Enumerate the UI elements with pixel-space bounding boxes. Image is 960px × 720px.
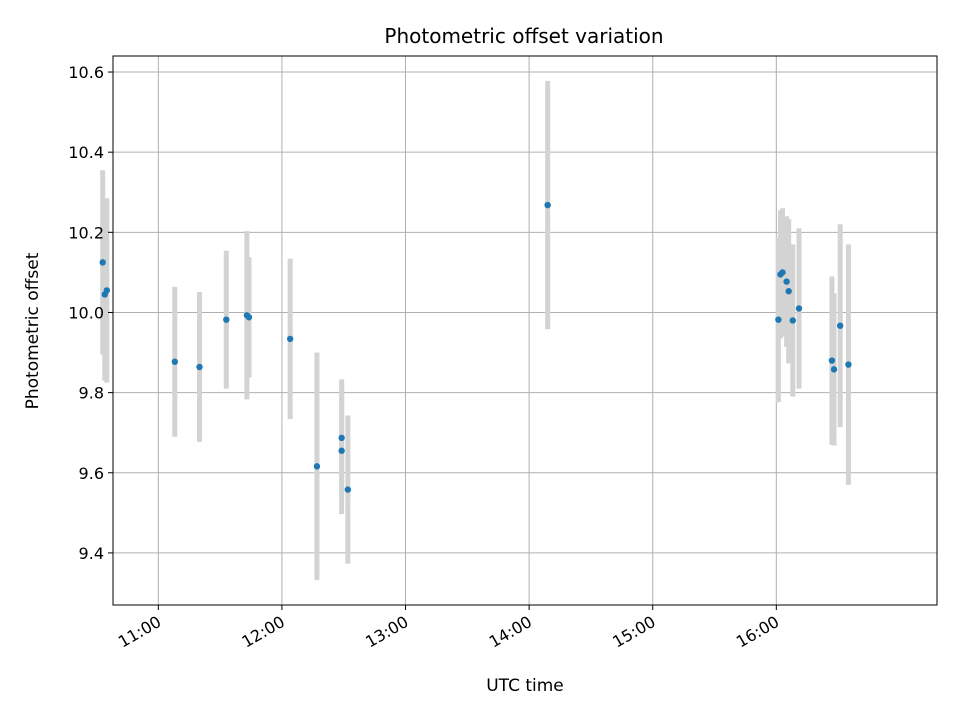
grid-layer [113, 56, 937, 605]
x-tick-layer: 11:00 12:00 13:00 14:00 15:00 16:00 [115, 605, 782, 652]
y-tick-label: 9.4 [79, 544, 104, 563]
data-point [789, 317, 796, 324]
data-point [830, 366, 838, 373]
y-tick-label: 10.4 [68, 143, 104, 162]
x-tick-label: 12:00 [238, 612, 287, 652]
data-point [785, 288, 792, 295]
data-point [828, 357, 836, 364]
data-point [313, 463, 321, 470]
data-point [783, 278, 790, 285]
errorbar-layer [100, 80, 851, 581]
x-tick-label: 15:00 [609, 612, 658, 652]
data-point [338, 447, 345, 454]
y-tick-label: 10.6 [68, 63, 104, 82]
data-point [836, 322, 844, 329]
data-point [344, 486, 352, 493]
data-point [795, 305, 803, 312]
y-tick-label: 10.0 [68, 303, 104, 322]
y-tick-label: 10.2 [68, 223, 104, 242]
data-point [171, 358, 178, 365]
data-point [845, 361, 852, 368]
data-point [196, 363, 203, 371]
x-axis-label: UTC time [486, 676, 564, 696]
x-tick-label: 11:00 [115, 612, 164, 652]
data-point [779, 269, 786, 276]
data-point [775, 316, 782, 323]
y-tick-label: 9.6 [79, 464, 104, 483]
x-tick-label: 14:00 [486, 612, 535, 652]
plot-frame [112, 55, 938, 606]
data-point [103, 287, 111, 294]
point-layer [99, 201, 852, 493]
data-point [223, 316, 230, 323]
x-tick-label: 16:00 [733, 612, 782, 652]
y-tick-layer: 9.4 9.6 9.8 10.0 10.2 10.4 10.6 [68, 63, 113, 563]
data-point [99, 259, 106, 266]
chart-title: Photometric offset variation [384, 24, 663, 48]
data-point [338, 434, 345, 442]
y-axis-label: Photometric offset [23, 252, 43, 409]
y-tick-label: 9.8 [79, 384, 104, 403]
data-point [544, 201, 551, 209]
data-point [245, 314, 253, 321]
x-tick-label: 13:00 [362, 612, 411, 652]
data-point [286, 335, 294, 343]
